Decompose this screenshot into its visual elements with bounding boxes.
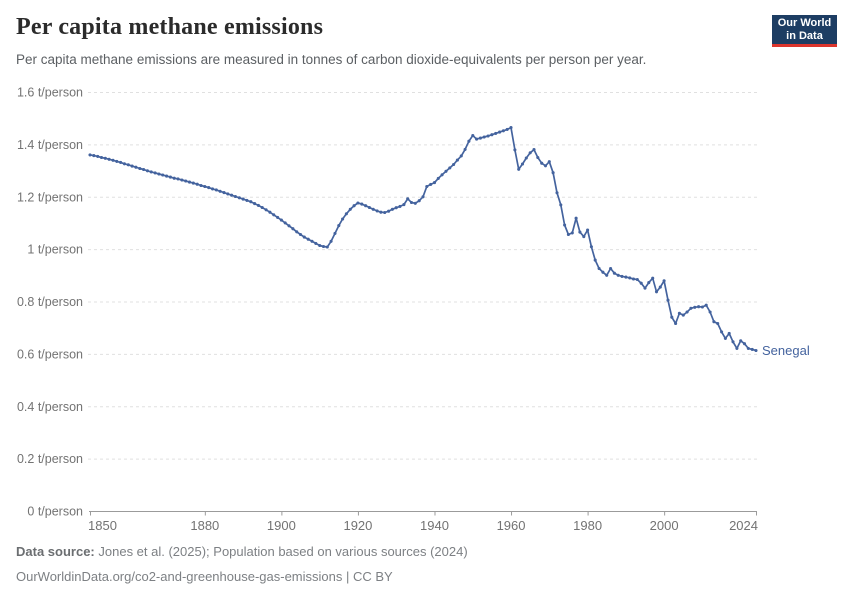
footer-citation[interactable]: OurWorldinData.org/co2-and-greenhouse-ga… <box>16 569 393 584</box>
series-line <box>89 126 757 352</box>
data-source-value[interactable]: Jones et al. (2025); Population based on… <box>98 544 468 559</box>
owid-logo-line2: in Data <box>786 29 823 42</box>
svg-text:0.4 t/person: 0.4 t/person <box>17 400 83 414</box>
owid-logo[interactable]: Our World in Data <box>772 15 837 47</box>
svg-text:1 t/person: 1 t/person <box>27 243 83 257</box>
svg-text:1940: 1940 <box>420 518 449 533</box>
x-axis <box>90 511 757 516</box>
svg-text:1.4 t/person: 1.4 t/person <box>17 138 83 152</box>
x-axis-labels: 1850 1880 1900 1920 1940 1960 1980 2000 2024 <box>88 518 758 533</box>
svg-text:2000: 2000 <box>650 518 679 533</box>
svg-text:1.6 t/person: 1.6 t/person <box>17 86 83 100</box>
chart-subtitle: Per capita methane emissions are measure… <box>16 52 647 67</box>
series-markers <box>88 126 758 353</box>
data-source-label: Data source: <box>16 544 99 559</box>
page-title: Per capita methane emissions <box>16 14 324 40</box>
svg-text:0.8 t/person: 0.8 t/person <box>17 295 83 309</box>
svg-text:0.2 t/person: 0.2 t/person <box>17 452 83 466</box>
svg-text:1900: 1900 <box>267 518 296 533</box>
svg-text:1920: 1920 <box>343 518 372 533</box>
svg-text:0 t/person: 0 t/person <box>27 505 83 519</box>
gridlines <box>88 92 757 512</box>
y-axis-labels: 0 t/person 0.2 t/person 0.4 t/person 0.6 t/… <box>17 86 83 519</box>
series-label-senegal[interactable]: Senegal <box>762 343 810 358</box>
svg-text:1880: 1880 <box>190 518 219 533</box>
series-senegal[interactable]: Senegal <box>88 126 810 358</box>
svg-text:1960: 1960 <box>497 518 526 533</box>
svg-text:1.2 t/person: 1.2 t/person <box>17 190 83 204</box>
svg-text:1980: 1980 <box>573 518 602 533</box>
svg-text:0.6 t/person: 0.6 t/person <box>17 347 83 361</box>
owid-logo-line1: Our World <box>777 16 832 29</box>
svg-text:1850: 1850 <box>88 518 117 533</box>
footer-data-source: Data source: Jones et al. (2025); Popula… <box>16 544 468 559</box>
svg-text:2024: 2024 <box>729 518 758 533</box>
